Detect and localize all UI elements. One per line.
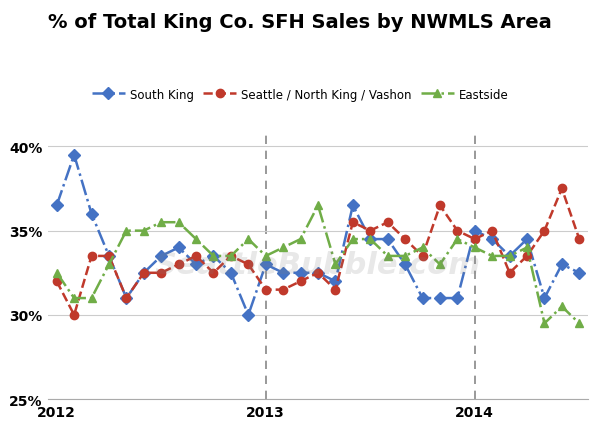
Eastside [210,254,217,259]
South King [506,254,513,259]
Eastside [349,237,356,242]
South King [123,296,130,301]
Seattle / North King / Vashon [575,237,583,242]
Seattle / North King / Vashon [506,270,513,276]
Eastside [541,321,548,326]
Eastside [332,262,339,267]
South King [193,262,200,267]
Eastside [558,304,565,309]
Eastside [523,245,530,250]
Seattle / North King / Vashon [297,279,304,284]
Eastside [314,203,322,208]
Eastside [193,237,200,242]
South King [53,203,61,208]
Seattle / North King / Vashon [488,228,496,233]
South King [349,203,356,208]
Eastside [123,228,130,233]
South King [314,270,322,276]
Seattle / North King / Vashon [106,254,113,259]
Seattle / North King / Vashon [53,279,61,284]
Eastside [436,262,443,267]
Eastside [140,228,148,233]
South King [471,228,478,233]
South King [175,245,182,250]
South King [88,212,95,217]
Eastside [454,237,461,242]
Eastside [106,262,113,267]
Seattle / North King / Vashon [471,237,478,242]
Seattle / North King / Vashon [332,287,339,293]
Seattle / North King / Vashon [401,237,409,242]
Seattle / North King / Vashon [349,220,356,225]
Eastside [245,237,252,242]
Seattle / North King / Vashon [367,228,374,233]
Eastside [471,245,478,250]
South King [523,237,530,242]
Seattle / North King / Vashon [541,228,548,233]
Text: % of Total King Co. SFH Sales by NWMLS Area: % of Total King Co. SFH Sales by NWMLS A… [48,13,552,32]
South King [401,262,409,267]
Seattle / North King / Vashon [245,262,252,267]
South King [297,270,304,276]
South King [488,237,496,242]
South King [541,296,548,301]
Seattle / North King / Vashon [227,254,235,259]
Legend: South King, Seattle / North King / Vashon, Eastside: South King, Seattle / North King / Vasho… [87,84,513,106]
South King [280,270,287,276]
Seattle / North King / Vashon [140,270,148,276]
Line: South King: South King [53,151,583,319]
Text: SeattleBubble.com: SeattleBubble.com [155,250,481,279]
Seattle / North King / Vashon [210,270,217,276]
Seattle / North King / Vashon [314,270,322,276]
South King [71,153,78,158]
South King [332,279,339,284]
Eastside [71,296,78,301]
Eastside [384,254,391,259]
Line: Eastside: Eastside [53,202,583,328]
South King [454,296,461,301]
Seattle / North King / Vashon [523,254,530,259]
Seattle / North King / Vashon [558,187,565,192]
Eastside [297,237,304,242]
South King [575,270,583,276]
Eastside [262,254,269,259]
South King [158,254,165,259]
South King [384,237,391,242]
Eastside [367,237,374,242]
South King [367,237,374,242]
Eastside [158,220,165,225]
South King [106,254,113,259]
Eastside [401,254,409,259]
South King [262,262,269,267]
South King [245,312,252,318]
South King [140,270,148,276]
Seattle / North King / Vashon [419,254,426,259]
Seattle / North King / Vashon [454,228,461,233]
Eastside [227,254,235,259]
Seattle / North King / Vashon [193,254,200,259]
Eastside [280,245,287,250]
South King [227,270,235,276]
Eastside [575,321,583,326]
South King [419,296,426,301]
Seattle / North King / Vashon [436,203,443,208]
Eastside [419,245,426,250]
Eastside [175,220,182,225]
South King [436,296,443,301]
Seattle / North King / Vashon [262,287,269,293]
South King [558,262,565,267]
Eastside [506,254,513,259]
Eastside [53,270,61,276]
Seattle / North King / Vashon [123,296,130,301]
Eastside [488,254,496,259]
Seattle / North King / Vashon [384,220,391,225]
Seattle / North King / Vashon [158,270,165,276]
Seattle / North King / Vashon [175,262,182,267]
South King [210,254,217,259]
Seattle / North King / Vashon [280,287,287,293]
Line: Seattle / North King / Vashon: Seattle / North King / Vashon [53,185,583,319]
Seattle / North King / Vashon [88,254,95,259]
Eastside [88,296,95,301]
Seattle / North King / Vashon [71,312,78,318]
